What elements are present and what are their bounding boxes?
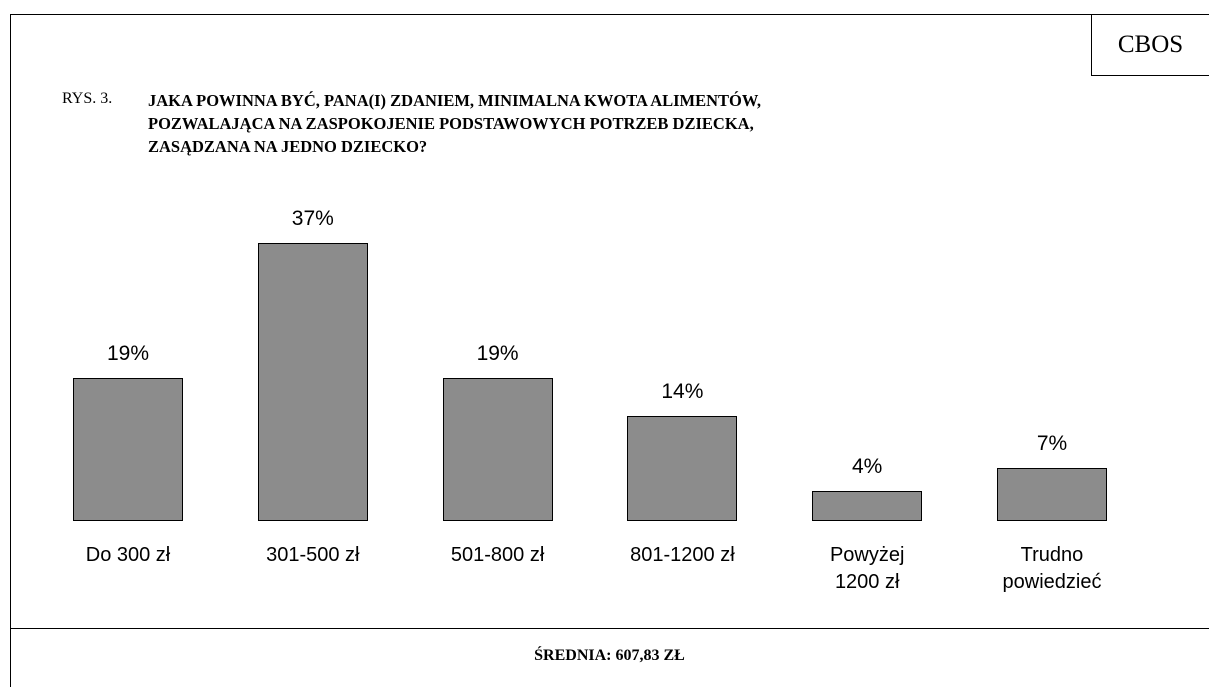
x-tick-label: 801-1200 zł: [630, 544, 735, 566]
value-label: 37%: [291, 207, 334, 231]
footer: ŚREDNIA: 607,83 ZŁ: [534, 647, 685, 664]
x-tick-label: Trudno powiedzieć: [1002, 544, 1102, 593]
x-tick-label: Powyżej 1200 zł: [829, 544, 905, 593]
frame: [10, 14, 1209, 687]
value-label: 19%: [106, 342, 150, 366]
bar: [257, 243, 368, 521]
bar: [812, 490, 923, 521]
value-label: 7%: [1036, 432, 1068, 456]
value-label: 14%: [661, 379, 704, 403]
x-tick-label: 301-500 zł: [266, 544, 360, 566]
footer-divider: [10, 628, 1209, 629]
bar: [997, 468, 1107, 521]
bar: [442, 378, 553, 521]
figure-label: RYS. 3.: [62, 90, 113, 107]
x-tick-label: 501-800 zł: [450, 544, 545, 566]
bar: [627, 415, 738, 521]
value-label: 4%: [852, 454, 883, 478]
x-tick-label: Do 300 zł: [85, 544, 171, 566]
source: CBOS: [1091, 14, 1209, 76]
chart-title: JAKA POWINNA BYĆ, PANA(I) ZDANIEM, MINIM…: [148, 91, 761, 156]
value-label: 19%: [476, 342, 519, 366]
bar: [73, 378, 183, 521]
